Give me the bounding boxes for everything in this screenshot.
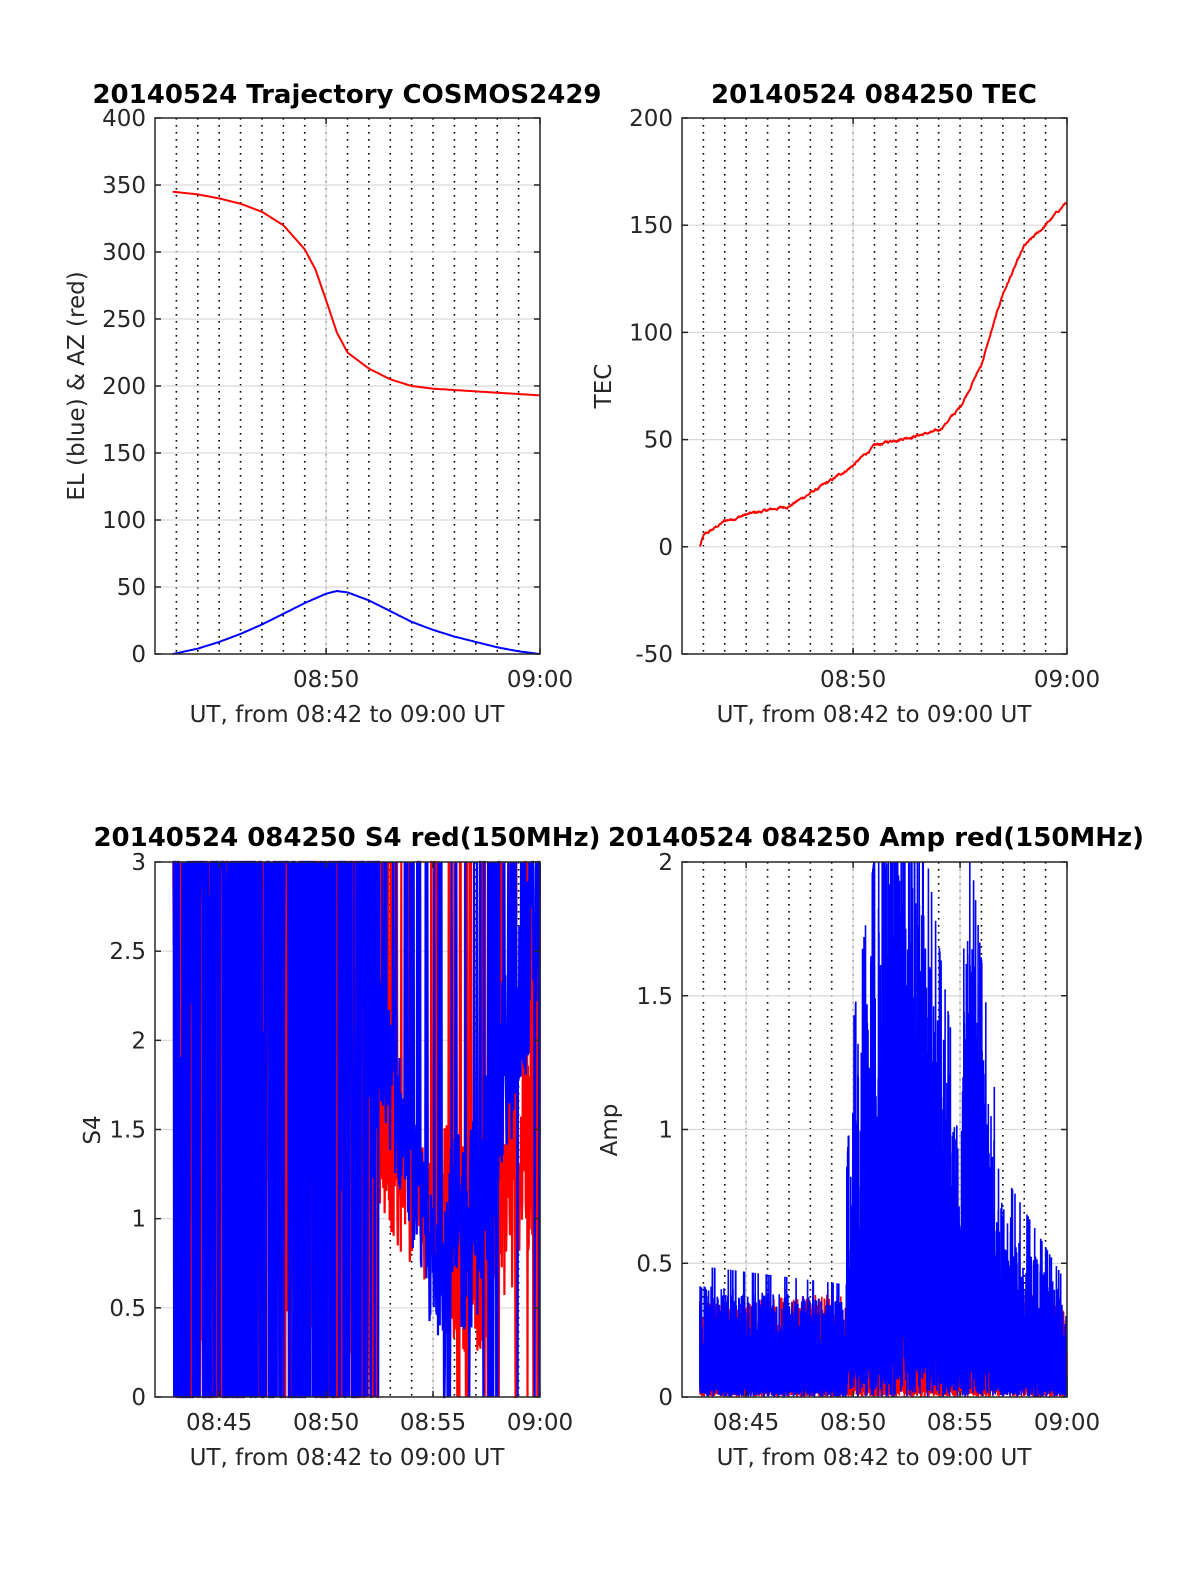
amp-ylabel: Amp bbox=[597, 1104, 623, 1157]
x-tick-label: 09:00 bbox=[1034, 667, 1100, 693]
y-tick-label: 200 bbox=[102, 374, 146, 400]
y-tick-label: 200 bbox=[629, 106, 673, 132]
trajectory-grid bbox=[155, 118, 541, 654]
trajectory-series bbox=[172, 190, 540, 655]
y-tick-label: 3 bbox=[131, 850, 146, 876]
s4-xlabel: UT, from 08:42 to 09:00 UT bbox=[190, 1445, 506, 1471]
tec-ylabel: TEC bbox=[591, 364, 617, 410]
y-tick-label: 300 bbox=[102, 240, 146, 266]
tec-series-line bbox=[698, 201, 1068, 547]
amp-xlabel: UT, from 08:42 to 09:00 UT bbox=[717, 1445, 1033, 1471]
y-tick-label: 0.5 bbox=[109, 1296, 146, 1322]
tec-axes-box bbox=[681, 117, 1068, 655]
trajectory-ylabel: EL (blue) & AZ (red) bbox=[64, 271, 90, 500]
y-tick-label: 1.5 bbox=[636, 984, 673, 1010]
y-tick-label: 100 bbox=[102, 508, 146, 534]
x-tick-label: 08:50 bbox=[820, 667, 886, 693]
x-tick-label: 08:50 bbox=[820, 1410, 886, 1436]
blue-series-line bbox=[172, 589, 540, 655]
y-tick-label: 1 bbox=[658, 1118, 673, 1144]
s4-ticks: 0 0.5 1 1.5 2 2.5 3 08:45 08:50 08:55 09:00 bbox=[109, 850, 573, 1436]
y-tick-label: 0 bbox=[658, 535, 673, 561]
s4-series bbox=[172, 860, 541, 1399]
y-tick-label: 2 bbox=[131, 1028, 146, 1054]
s4-ylabel: S4 bbox=[80, 1115, 106, 1144]
amp-chart: 0 0.5 1 1.5 2 08:45 08:50 08:55 09:00 UT, from 0… bbox=[597, 850, 1100, 1471]
y-tick-label: 2.5 bbox=[109, 939, 146, 965]
y-tick-label: 350 bbox=[102, 173, 146, 199]
x-tick-label: 09:00 bbox=[1034, 1410, 1100, 1436]
x-tick-label: 08:45 bbox=[186, 1410, 252, 1436]
y-tick-label: 0 bbox=[131, 642, 146, 668]
trajectory-ticks: 0 50 100 150 200 250 300 350 400 08:50 09:00 bbox=[102, 106, 573, 693]
trajectory-xlabel: UT, from 08:42 to 09:00 UT bbox=[190, 702, 506, 728]
y-tick-label: 0.5 bbox=[636, 1251, 673, 1277]
y-tick-label: 2 bbox=[658, 850, 673, 876]
x-tick-label: 08:45 bbox=[713, 1410, 779, 1436]
x-tick-label: 08:50 bbox=[293, 667, 359, 693]
y-tick-label: 0 bbox=[658, 1385, 673, 1411]
tec-ticks: -50 0 50 100 150 200 08:50 09:00 bbox=[629, 106, 1100, 693]
y-tick-label: 250 bbox=[102, 307, 146, 333]
y-tick-label: 150 bbox=[102, 441, 146, 467]
s4-chart: 0 0.5 1 1.5 2 2.5 3 08:45 08:50 08:55 09:00 UT, fr… bbox=[80, 850, 573, 1471]
x-tick-label: 08:55 bbox=[400, 1410, 466, 1436]
trajectory-title: 20140524 Trajectory COSMOS2429 bbox=[92, 80, 601, 110]
y-tick-label: 50 bbox=[117, 575, 146, 601]
x-tick-label: 09:00 bbox=[507, 667, 573, 693]
tec-series bbox=[698, 201, 1068, 547]
blue-amp-line bbox=[699, 861, 1068, 1398]
y-tick-label: 1 bbox=[131, 1207, 146, 1233]
amp-title: 20140524 084250 Amp red(150MHz) bbox=[608, 823, 1144, 853]
red-series-line bbox=[172, 190, 540, 397]
x-tick-label: 09:00 bbox=[507, 1410, 573, 1436]
tec-grid bbox=[682, 118, 1068, 654]
trajectory-chart: 20140524 Trajectory COSMOS2429 0 50 100 150… bbox=[64, 80, 602, 728]
tec-title: 20140524 084250 TEC bbox=[711, 80, 1037, 110]
tec-xlabel: UT, from 08:42 to 09:00 UT bbox=[717, 702, 1033, 728]
amp-series bbox=[699, 861, 1068, 1398]
y-tick-label: -50 bbox=[635, 642, 673, 668]
s4-title: 20140524 084250 S4 red(150MHz) bbox=[93, 823, 600, 853]
x-tick-label: 08:55 bbox=[927, 1410, 993, 1436]
y-tick-label: 50 bbox=[644, 428, 673, 454]
y-tick-label: 1.5 bbox=[109, 1118, 146, 1144]
x-tick-label: 08:50 bbox=[293, 1410, 359, 1436]
amp-ticks: 0 0.5 1 1.5 2 08:45 08:50 08:55 09:00 bbox=[636, 850, 1100, 1436]
y-tick-label: 400 bbox=[102, 106, 146, 132]
y-tick-label: 150 bbox=[629, 213, 673, 239]
tec-chart: 20140524 084250 TEC -50 0 50 100 150 200 08:50… bbox=[591, 80, 1100, 728]
y-tick-label: 100 bbox=[629, 320, 673, 346]
y-tick-label: 0 bbox=[131, 1385, 146, 1411]
